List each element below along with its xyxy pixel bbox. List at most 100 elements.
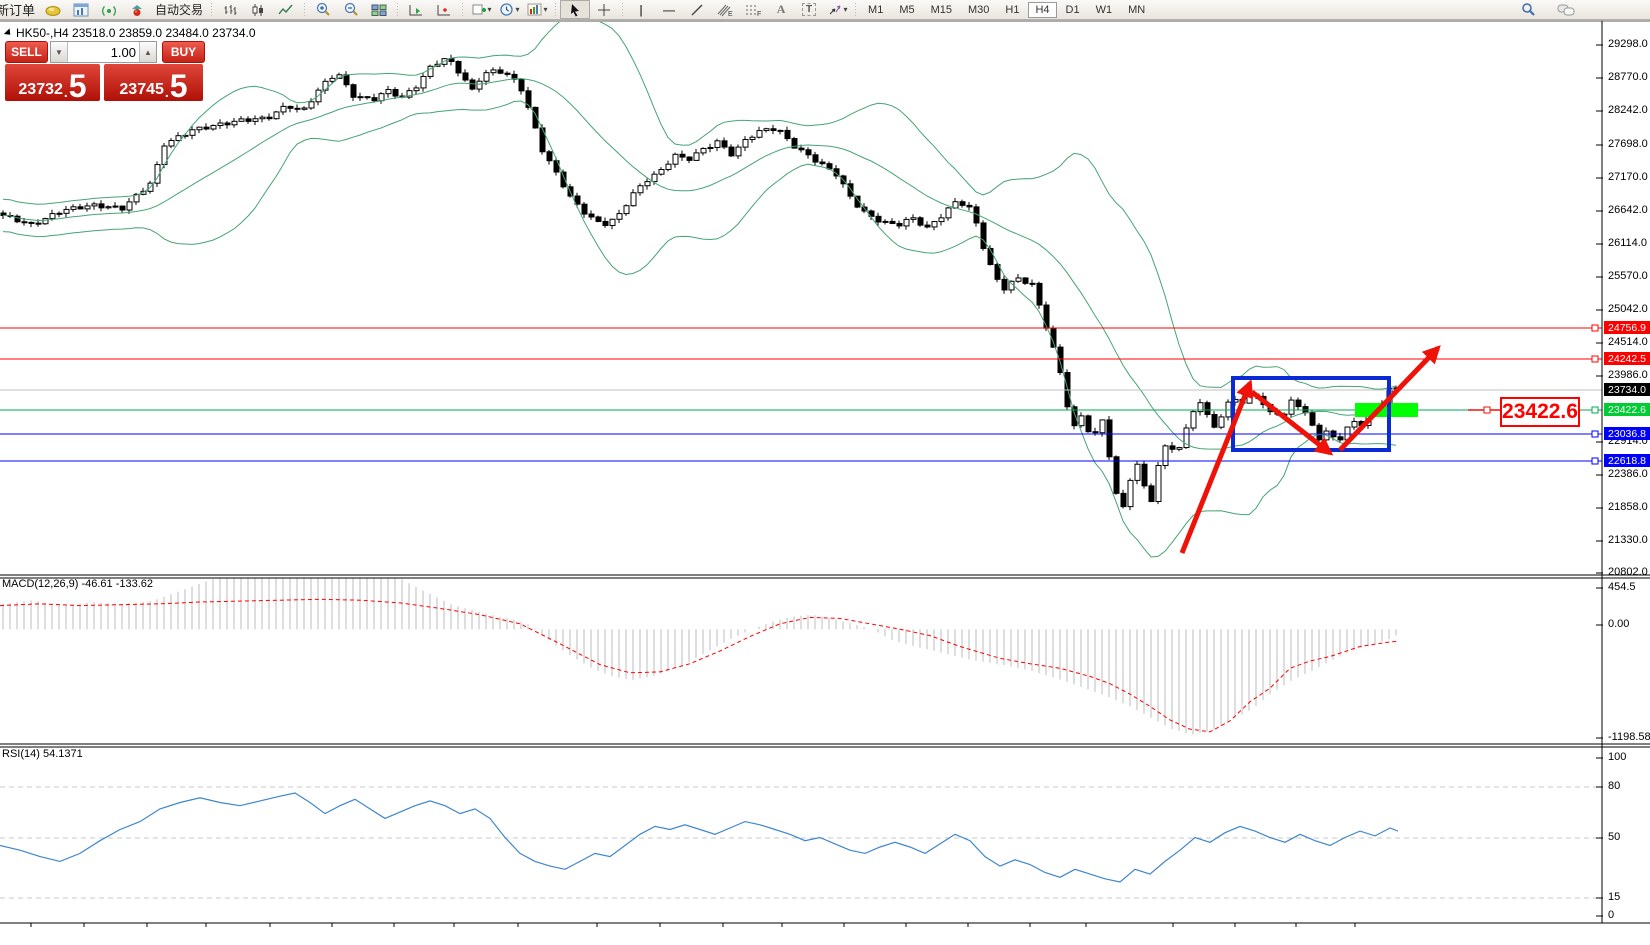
line-handle[interactable] <box>1591 457 1599 465</box>
price-badge-24242.5: 24242.5 <box>1604 352 1650 365</box>
line-handle[interactable] <box>1591 430 1599 438</box>
add-indicator-icon[interactable]: ▾ <box>467 1 495 18</box>
price-axis-tick: 28770.0 <box>1608 71 1648 83</box>
horizontal-line-icon[interactable]: — <box>663 2 676 17</box>
toolbar-separator <box>209 2 215 17</box>
price-axis-tick: 29298.0 <box>1608 38 1648 50</box>
chat-icon[interactable] <box>1552 1 1580 18</box>
crosshair-icon[interactable] <box>590 1 618 18</box>
tf-H4[interactable]: H4 <box>1028 1 1057 18</box>
macd-pane <box>0 578 1399 735</box>
trend-arrow-2[interactable] <box>1250 390 1334 456</box>
search-icon[interactable] <box>1514 1 1542 18</box>
toolbar: 新订单 自动交易 ▾ <box>0 0 1650 20</box>
tf-H1[interactable]: H1 <box>1005 3 1020 16</box>
trend-arrow-3[interactable] <box>1338 345 1441 452</box>
price-badge-22618.8: 22618.8 <box>1604 454 1650 467</box>
toolbar-separator <box>620 2 626 17</box>
chart-window: HK50-,H4 23518.0 23859.0 23484.0 23734.0… <box>0 20 1650 945</box>
new-order-button[interactable]: 新订单 <box>0 3 36 18</box>
cursor-icon[interactable] <box>560 0 591 19</box>
price-badge-24756.9: 24756.9 <box>1604 321 1650 334</box>
rsi-axis-tick: 0 <box>1608 909 1615 921</box>
autotrade-icon[interactable] <box>123 1 151 18</box>
tile-windows-icon[interactable] <box>365 1 393 18</box>
price-axis-tick: 21330.0 <box>1608 534 1648 546</box>
sell-price[interactable]: 23732. 5 <box>5 64 100 102</box>
fibonacci-icon[interactable]: F <box>739 1 767 18</box>
price-axis-tick: 24514.0 <box>1608 336 1648 348</box>
tf-M15[interactable]: M15 <box>930 3 952 16</box>
arrows-icon[interactable]: ▾ <box>823 1 851 18</box>
price-axis-tick: 25570.0 <box>1608 270 1648 282</box>
macd-axis-tick: 454.5 <box>1608 581 1636 593</box>
vertical-line-icon[interactable]: | <box>639 2 643 17</box>
volume-input[interactable] <box>68 42 139 62</box>
toolbar-separator <box>853 2 859 17</box>
macd-axis-tick: -1198.58 <box>1608 731 1650 743</box>
channel-icon[interactable]: E <box>711 1 739 18</box>
volume-stepper: ▼ ▲ <box>50 41 157 63</box>
zoom-in-icon[interactable] <box>309 1 337 18</box>
bar-chart-icon[interactable] <box>216 1 244 18</box>
symbol-ohlc-text: HK50-,H4 23518.0 23859.0 23484.0 23734.0 <box>16 26 256 40</box>
price-axis-tick: 22386.0 <box>1608 468 1648 480</box>
volume-increase-button[interactable]: ▲ <box>139 42 156 62</box>
rsi-axis-tick: 15 <box>1608 891 1621 903</box>
auto-scroll-icon[interactable] <box>402 1 430 18</box>
tf-D1[interactable]: D1 <box>1065 3 1080 16</box>
trendline-icon[interactable] <box>683 1 711 18</box>
price-axis-tick: 23986.0 <box>1608 369 1648 381</box>
trend-arrow-1[interactable] <box>1179 379 1254 554</box>
line-handle[interactable] <box>1591 406 1599 414</box>
toolbar-separator <box>302 2 308 17</box>
template-icon[interactable]: ▾ <box>523 1 551 18</box>
svg-text:F: F <box>757 11 761 17</box>
collapse-triangle-icon[interactable] <box>3 28 14 38</box>
line-handle[interactable] <box>1591 324 1599 332</box>
macd-indicator-label: MACD(12,26,9) -46.61 -133.62 <box>2 578 154 590</box>
signal-icon[interactable] <box>95 1 123 18</box>
tf-M5[interactable]: M5 <box>899 3 915 16</box>
candlestick-icon[interactable] <box>244 1 272 18</box>
price-axis-tick: 21858.0 <box>1608 501 1648 513</box>
tf-W1[interactable]: W1 <box>1095 3 1113 16</box>
line-chart-icon[interactable] <box>272 1 300 18</box>
price-axis-tick: 27698.0 <box>1608 138 1648 150</box>
line-handle[interactable] <box>1591 355 1599 363</box>
price-axis-tick: 26642.0 <box>1608 204 1648 216</box>
zoom-out-icon[interactable] <box>337 1 365 18</box>
toolbar-separator <box>460 2 466 17</box>
chart-shift-icon[interactable] <box>430 1 458 18</box>
price-badge-23422.6: 23422.6 <box>1604 403 1650 416</box>
volume-decrease-button[interactable]: ▼ <box>51 42 68 62</box>
chart-title: HK50-,H4 23518.0 23859.0 23484.0 23734.0 <box>3 26 256 40</box>
buy-button[interactable]: BUY <box>162 41 205 63</box>
sell-button[interactable]: SELL <box>5 41 48 63</box>
tf-M30[interactable]: M30 <box>968 3 990 16</box>
price-axis-tick: 27170.0 <box>1608 171 1648 183</box>
consolidation-rect[interactable] <box>1231 376 1391 452</box>
price-callout-label[interactable]: 23422.6 <box>1500 397 1580 427</box>
text-icon[interactable]: A <box>776 2 786 16</box>
timeframe-group: M1 M5 M15 M30 H1 H4 D1 W1 MN <box>860 1 1153 18</box>
text-label-icon[interactable]: T <box>795 1 823 18</box>
charts-window-icon[interactable] <box>67 1 95 18</box>
autotrade-button[interactable]: 自动交易 <box>155 3 204 17</box>
price-axis-tick: 25042.0 <box>1608 303 1648 315</box>
macd-axis-tick: 0.00 <box>1608 618 1630 630</box>
tf-MN[interactable]: MN <box>1128 3 1146 16</box>
price-axis-tick: 20802.0 <box>1608 566 1648 578</box>
one-click-trading-panel: SELL ▼ ▲ BUY 23732.5 23745.5 <box>5 41 205 102</box>
highlight-rect[interactable] <box>1355 403 1418 417</box>
callout-handle[interactable] <box>1483 406 1491 414</box>
svg-text:E: E <box>728 11 733 17</box>
tf-M1[interactable]: M1 <box>868 3 884 16</box>
price-axis-tick: 28242.0 <box>1608 104 1648 116</box>
buy-price[interactable]: 23745. 5 <box>104 64 203 102</box>
profile-icon[interactable] <box>39 1 67 18</box>
rsi-axis-tick: 50 <box>1608 831 1621 843</box>
price-badge-23036.8: 23036.8 <box>1604 427 1650 440</box>
periods-icon[interactable]: ▾ <box>495 1 523 18</box>
